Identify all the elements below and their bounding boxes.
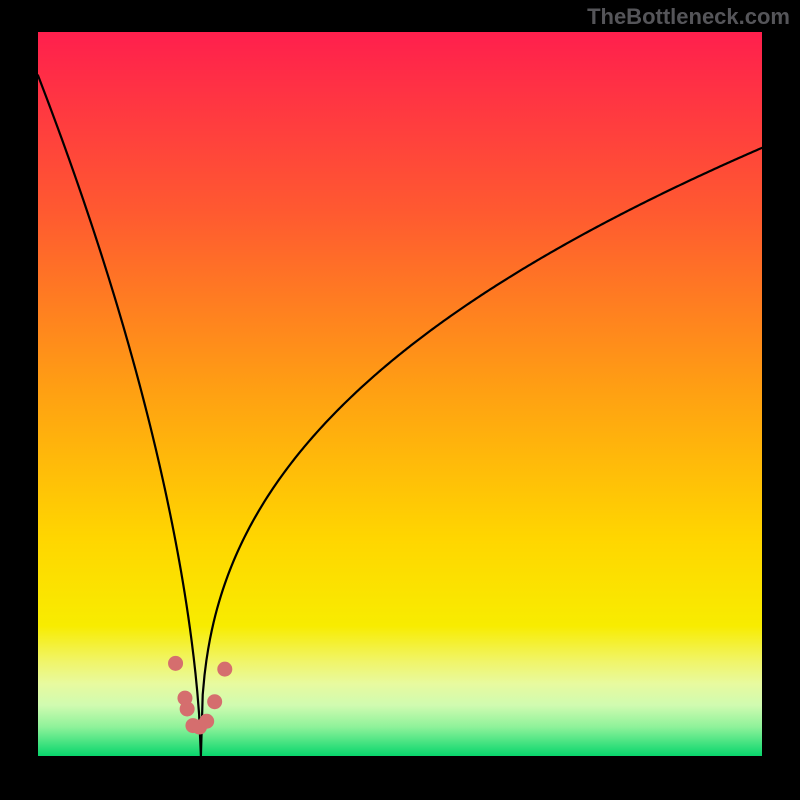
data-marker: [207, 694, 222, 709]
gradient-background: [38, 32, 762, 756]
chart-container: TheBottleneck.com: [0, 0, 800, 800]
plot-area: [38, 32, 762, 756]
chart-svg: [38, 32, 762, 756]
data-marker: [168, 656, 183, 671]
data-marker: [199, 714, 214, 729]
data-marker: [180, 701, 195, 716]
watermark-label: TheBottleneck.com: [587, 4, 790, 30]
data-marker: [217, 662, 232, 677]
